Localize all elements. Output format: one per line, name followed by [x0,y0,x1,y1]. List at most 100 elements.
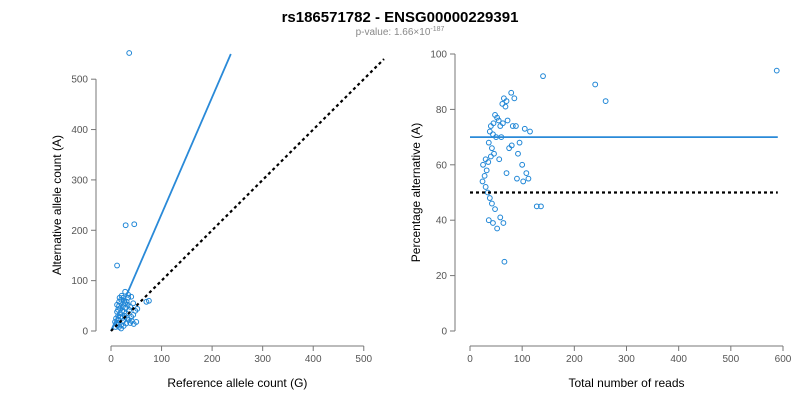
data-point [516,139,523,146]
data-point [533,203,540,210]
data-point [487,123,494,129]
data-point [115,320,122,326]
data-point [130,300,137,307]
y-tick-label: 100 [430,50,447,61]
x-axis-label: Reference allele count (G) [167,376,307,390]
x-tick-label: 500 [722,354,739,365]
y-tick-label: 500 [71,75,88,86]
data-point [592,81,599,88]
data-point [146,297,152,304]
x-tick-label: 0 [467,354,473,365]
reference-line [110,58,385,332]
x-tick-label: 300 [254,354,271,365]
data-point [504,117,511,124]
data-point [523,170,530,177]
data-point [602,98,609,104]
data-point [492,206,498,213]
data-point [514,175,520,182]
fit-line [110,53,232,332]
data-point [515,150,521,157]
y-tick-label: 60 [436,160,448,171]
data-point [540,73,546,80]
data-point [122,304,129,311]
x-tick-label: 300 [618,354,635,365]
data-point [128,293,135,300]
chart-title: rs186571782 - ENSG00000229391 [282,9,519,26]
x-tick-label: 600 [775,354,792,365]
x-tick-label: 400 [305,354,322,365]
data-point [122,222,129,229]
y-tick-label: 200 [71,226,88,237]
data-point [499,120,506,127]
data-point [538,203,544,210]
data-point [127,320,134,326]
chart-subtitle: p-value: 1.66×10-187 [356,26,445,38]
data-point [497,214,504,221]
data-point [506,145,513,152]
data-point [494,225,501,232]
y-tick-label: 40 [436,216,448,227]
data-point [485,139,492,146]
data-point [521,125,528,132]
x-tick-label: 200 [204,354,221,365]
data-point [513,123,519,129]
data-point [114,262,120,269]
y-tick-label: 20 [436,271,448,282]
data-point [490,220,496,226]
data-point [486,128,493,135]
data-point [126,50,133,56]
right-scatter-panel: 0 100 200 300 400 500 600 0 20 40 60 80 100 Total num… [409,50,792,391]
subtitle-exponent: -187 [430,26,444,33]
data-point [487,153,494,160]
data-point [481,172,488,179]
data-point [489,200,495,207]
y-tick-label: 300 [71,175,88,186]
x-axis-label: Total number of reads [568,376,684,390]
left-scatter-panel: 0 100 200 300 400 500 0 100 200 300 400 500 Referenc… [50,50,385,390]
data-point [500,220,507,226]
data-point [773,67,780,74]
data-point [479,178,486,185]
data-point [495,117,502,124]
y-axis-label: Alternative allele count (A) [50,135,64,275]
data-point [480,161,486,168]
y-tick-label: 0 [82,327,88,338]
data-point [485,217,492,224]
data-point [486,195,493,201]
subtitle-prefix: p-value: 1.66×10 [356,27,431,38]
data-point [527,128,533,135]
x-tick-label: 500 [355,354,372,365]
data-point [490,131,496,138]
data-point [525,175,532,182]
data-point [130,321,137,327]
data-point [482,184,489,190]
data-point [501,258,508,265]
x-tick-label: 100 [514,354,531,365]
data-point [509,123,516,129]
data-point [520,178,527,185]
x-tick-label: 400 [670,354,687,365]
data-point [483,167,490,174]
data-point [519,161,526,168]
y-axis-label: Percentage alternative (A) [409,123,423,262]
data-point [118,292,125,299]
data-point [502,103,509,110]
data-point [511,95,518,102]
data-point [491,150,497,157]
x-tick-label: 100 [153,354,170,365]
y-tick-label: 0 [441,327,447,338]
data-point [508,89,515,96]
data-point [134,305,141,312]
data-point [496,156,503,163]
y-tick-label: 80 [436,105,448,116]
data-point [131,221,138,228]
y-tick-label: 100 [71,276,88,287]
data-point [489,145,495,152]
data-point [503,170,510,177]
data-point [499,100,506,107]
x-tick-label: 200 [566,354,583,365]
y-tick-label: 400 [71,125,88,136]
data-point [503,98,510,104]
data-point [485,159,492,165]
